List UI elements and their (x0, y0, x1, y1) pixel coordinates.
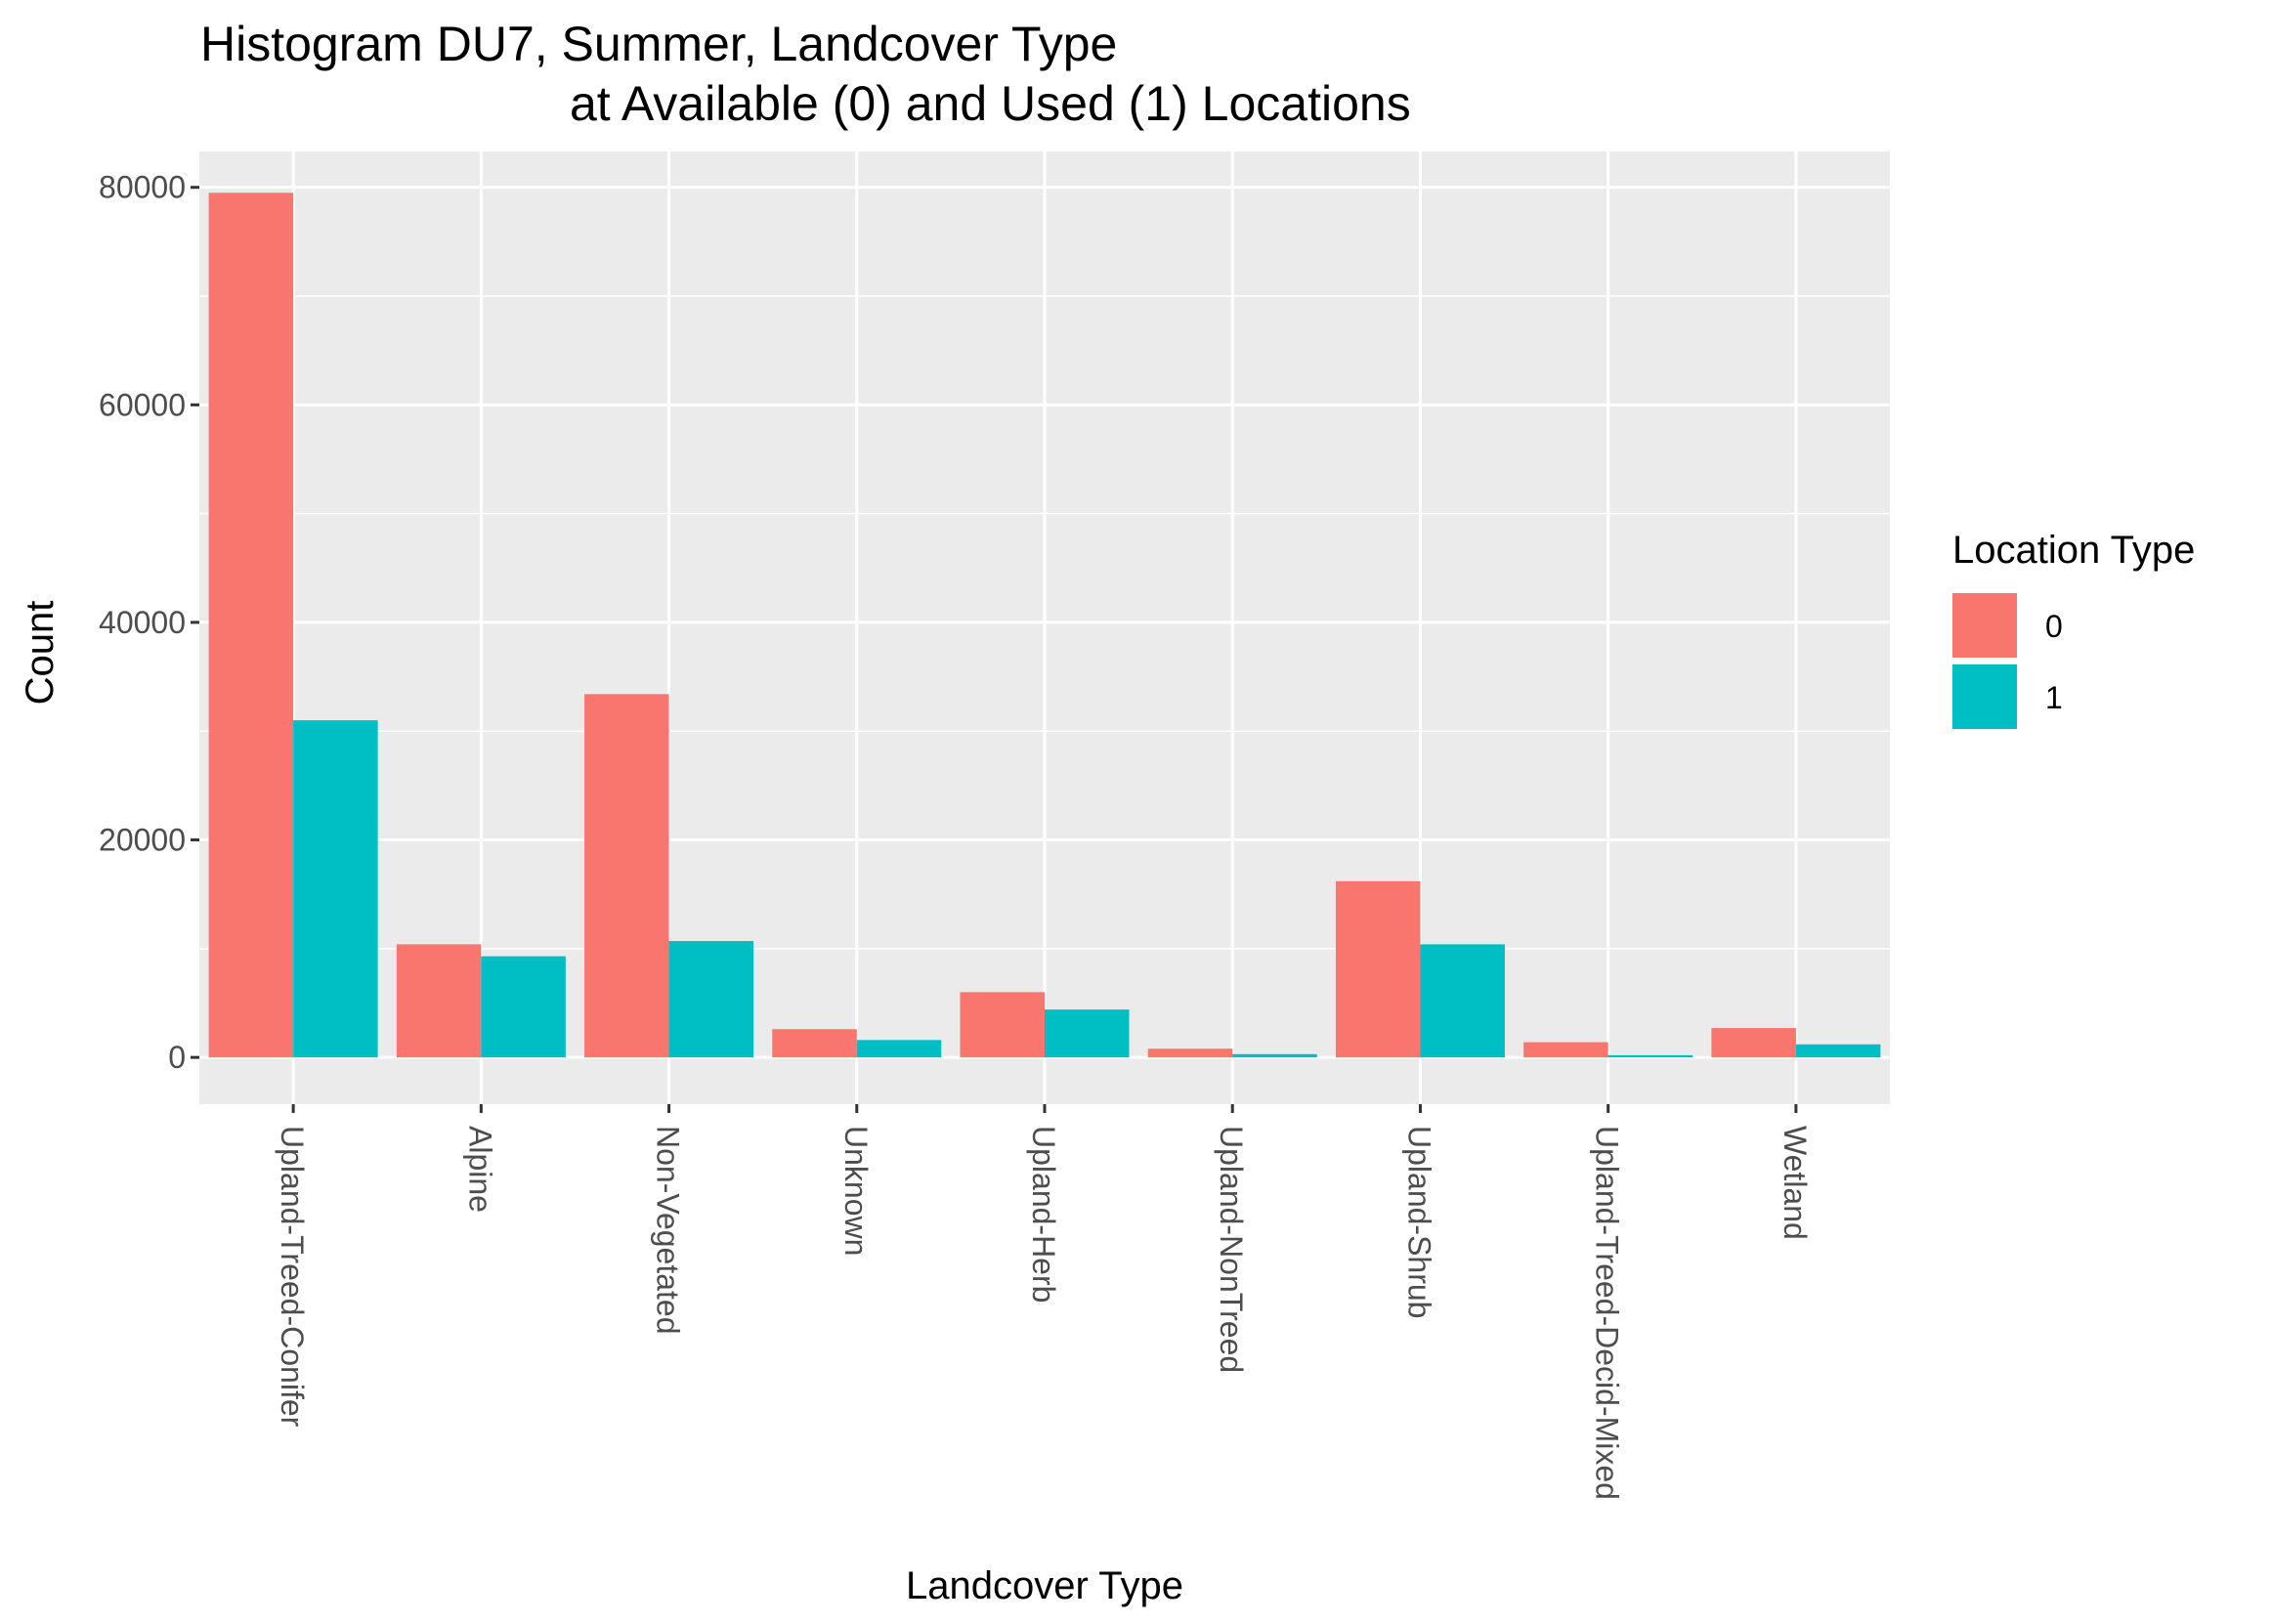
bar-series-0 (584, 694, 669, 1058)
y-axis-title: Count (19, 601, 62, 705)
bar-series-1 (1232, 1053, 1317, 1058)
bar-series-1 (1607, 1054, 1693, 1058)
legend-label-1: 1 (2045, 680, 2063, 715)
y-axis: 0 20000 40000 60000 80000 (99, 170, 199, 1075)
bar-series-0 (396, 944, 482, 1058)
x-tick-label: Wetland (1778, 1126, 1813, 1240)
bar-series-0 (1335, 880, 1421, 1058)
x-tick-label: Alpine (462, 1126, 497, 1213)
legend-label-0: 0 (2045, 609, 2063, 644)
legend-title: Location Type (1952, 529, 2195, 572)
bar-series-1 (1420, 944, 1505, 1058)
bar-series-0 (1147, 1048, 1233, 1058)
x-axis-title: Landcover Type (906, 1564, 1183, 1607)
bar-series-0 (1711, 1028, 1796, 1058)
bars (208, 192, 1881, 1058)
chart-title-line1: Histogram DU7, Summer, Landcover Type (200, 17, 1117, 71)
legend-key-1 (1952, 664, 2017, 729)
bar-series-0 (208, 192, 294, 1058)
bar-series-0 (772, 1029, 857, 1058)
y-tick-label: 0 (168, 1040, 186, 1075)
bar-series-1 (856, 1040, 942, 1058)
x-tick-label: Upland-NonTreed (1214, 1126, 1249, 1373)
x-tick-label: Unknown (838, 1126, 874, 1256)
y-tick-label: 20000 (99, 823, 186, 858)
x-tick-label: Upland-Treed-Conifer (275, 1126, 310, 1428)
x-tick-label: Upland-Herb (1026, 1126, 1061, 1303)
y-tick-label: 60000 (99, 387, 186, 422)
x-tick-label: Upland-Treed-Decid-Mixed (1590, 1126, 1625, 1500)
bar-series-1 (1795, 1044, 1881, 1058)
x-axis: Upland-Treed-Conifer Alpine Non-Vegetated U… (275, 1104, 1813, 1500)
x-tick-label: Non-Vegetated (651, 1126, 686, 1335)
bar-series-1 (1045, 1009, 1130, 1058)
x-tick-label: Upland-Shrub (1401, 1126, 1436, 1318)
bar-series-1 (481, 956, 566, 1058)
y-tick-label: 40000 (99, 605, 186, 640)
chart-title-line2: at Available (0) and Used (1) Locations (570, 76, 1411, 131)
bar-series-1 (293, 720, 378, 1058)
y-tick-label: 80000 (99, 170, 186, 205)
bar-series-0 (1523, 1042, 1608, 1058)
bar-series-1 (668, 941, 754, 1058)
bar-series-0 (960, 992, 1045, 1058)
legend: Location Type 0 1 (1952, 529, 2195, 729)
legend-key-0 (1952, 593, 2017, 658)
